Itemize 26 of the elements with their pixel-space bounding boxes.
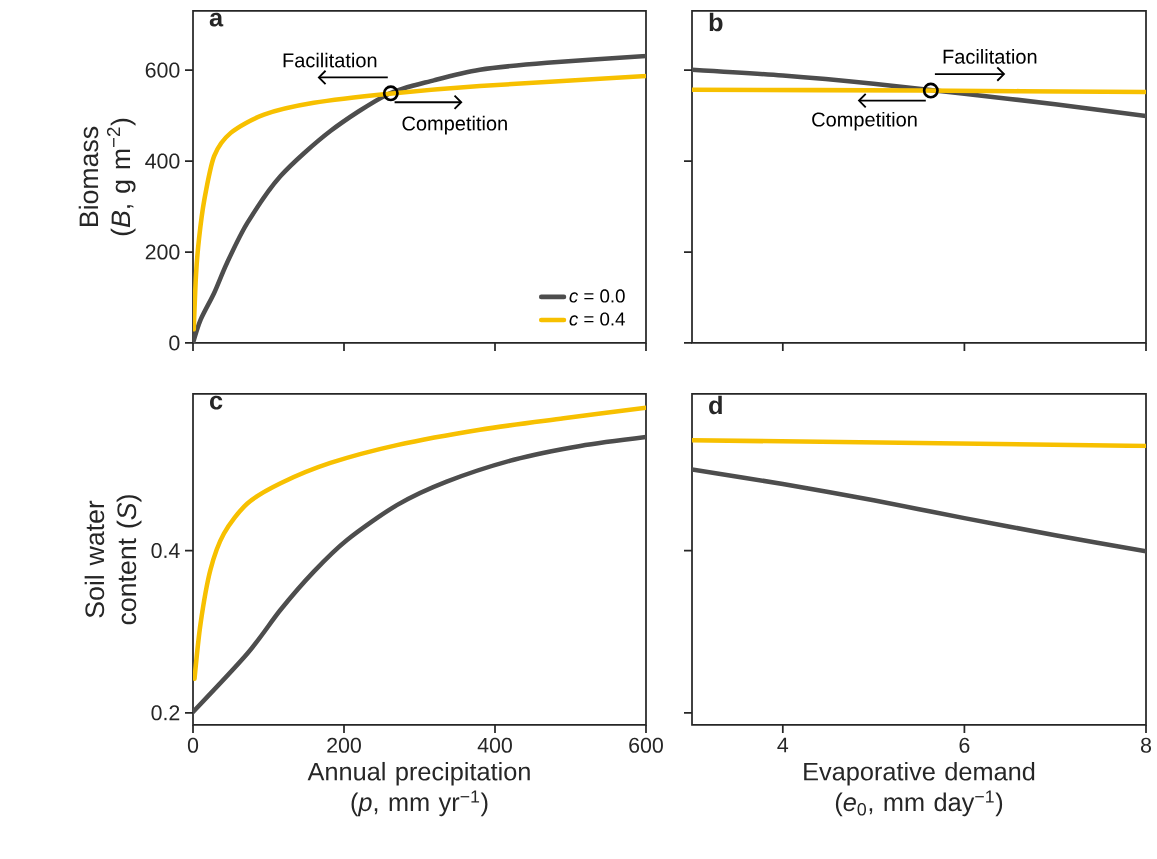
annotation: Facilitation bbox=[283, 52, 377, 68]
x-axis-title: Evaporative demand (e$_{0}$, mm day$^{−1}$) bbox=[804, 761, 1035, 817]
annotation: Facilitation bbox=[943, 49, 1037, 64]
x-tick-label: 600 bbox=[629, 737, 663, 753]
x-tick-label: 400 bbox=[477, 737, 512, 753]
chart-title: d bbox=[709, 395, 722, 415]
legend-label: c = 0.0 bbox=[569, 289, 625, 303]
x-tick-label: 0 bbox=[187, 737, 199, 753]
legend-label: c = 0.4 bbox=[569, 312, 625, 326]
y-tick-label: 400 bbox=[145, 153, 180, 169]
x-tick-label: 4 bbox=[777, 737, 789, 753]
x-tick-label: 200 bbox=[327, 737, 361, 753]
chart-title: a bbox=[209, 12, 224, 27]
x-tick-label: 6 bbox=[959, 737, 970, 753]
y-tick-label: 0.4 bbox=[151, 543, 180, 559]
annotation: Competition bbox=[812, 111, 917, 131]
line-series bbox=[193, 434, 646, 715]
chart-title: b bbox=[709, 12, 723, 32]
y-tick-label: 600 bbox=[145, 62, 180, 78]
x-tick-label: 8 bbox=[1140, 737, 1152, 753]
y-tick-label: 0 bbox=[169, 335, 180, 351]
y-tick-label: 200 bbox=[145, 244, 180, 260]
x-axis-title: Annual precipitation (p, mm yr$^{−1}$) bbox=[307, 761, 530, 817]
chart-title: c bbox=[210, 395, 223, 410]
annotation: Competition bbox=[402, 115, 507, 135]
y-tick-label: 0.2 bbox=[151, 705, 180, 721]
